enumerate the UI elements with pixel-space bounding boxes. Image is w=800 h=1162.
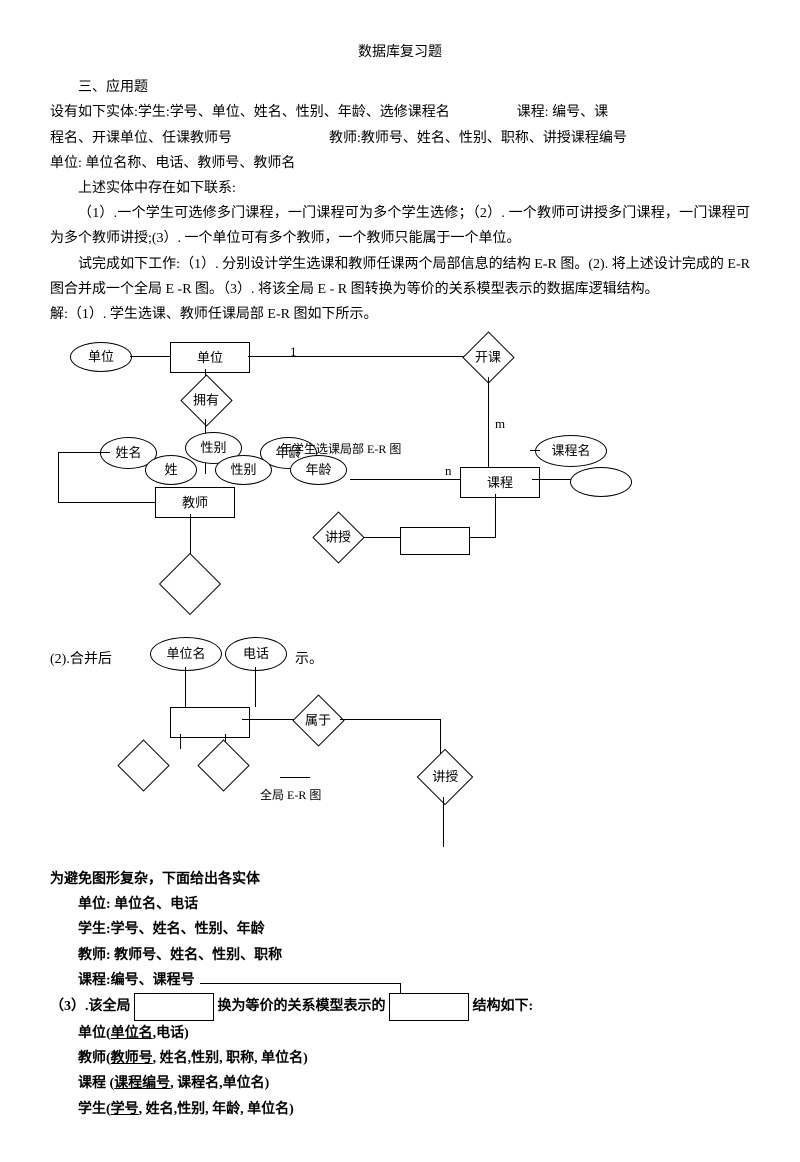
connector [80,452,110,453]
attr-phone: 电话 [225,637,287,671]
attr-unitname: 单位名 [150,637,222,671]
relationship-teach: 讲授 [417,749,474,806]
diagram-caption-2: 全局 E-R 图 [260,785,321,807]
entity-teacher: 教师 [155,487,235,518]
relationship-blank [159,553,221,615]
blank-rect [400,527,470,555]
attr-teacher: 教师: 教师号、姓名、性别、职称 [50,943,750,968]
paragraph-6a: (2).合并后 [50,652,112,667]
connector [242,719,297,720]
relationship-teach: 讲授 [312,511,364,563]
relationship-belong: 属于 [292,694,344,746]
paragraph-1-line1: 设有如下实体:学生:学号、单位、姓名、性别、年龄、选修课程名 课程: 编号、课 [50,100,750,125]
blank-rect [170,707,250,738]
rel-unit: 单位(单位名,电话) [50,1021,750,1046]
relationship-blank [117,739,169,791]
cardinality-m: m [495,412,505,435]
connector [495,524,496,538]
relation-list: 单位(单位名,电话) 教师(教师号, 姓名,性别, 职称, 单位名) 课程 (课… [50,1021,750,1122]
paragraph-2: 上述实体中存在如下联系: [50,176,750,201]
paragraph-1-line3: 单位: 单位名称、电话、教师号、教师名 [50,151,750,176]
connector [200,983,400,984]
entity-unit-ellipse: 单位 [70,342,132,372]
paragraph-4: 试完成如下工作:（1）. 分别设计学生选课和教师任课两个局部信息的结构 E-R … [50,252,750,302]
attr-unit: 单位: 单位名、电话 [50,892,750,917]
paragraph-3: （1）.一个学生可选修多门课程，一门课程可为多个学生选修；（2）. 一个教师可讲… [50,201,750,251]
paragraph-5: 解:（1）. 学生选课、教师任课局部 E-R 图如下所示。 [50,302,750,327]
relationship-open: 开课 [462,331,514,383]
cardinality-1: 1 [290,340,297,363]
connector [180,734,181,749]
attr-age2: 年龄 [290,455,347,485]
connector [340,719,440,720]
rel-course: 课程 (课程编号, 课程名,单位名) [50,1071,750,1096]
connector [350,479,460,480]
attr-sex2: 性别 [215,455,272,485]
connector [185,667,186,707]
attr-blank [570,467,632,497]
attr-name2: 姓 [145,455,197,485]
connector [255,667,256,707]
relationship-own: 拥有 [180,374,232,426]
connector [488,377,489,477]
text: 程名、开课单位、任课教师号 [50,131,232,146]
rel-student: 学生(学号, 姓名,性别, 年龄, 单位名) [50,1097,750,1122]
connector [58,452,83,453]
paragraph-8: （3）.该全局 换为等价的关系模型表示的 结构如下: [50,993,750,1021]
section-heading: 三、应用题 [50,75,750,100]
diagram-caption: 年学生选课局部 E-R 图 [280,439,401,461]
entity-course: 课程 [460,467,540,498]
attribute-list: 单位: 单位名、电话 学生:学号、姓名、性别、年龄 教师: 教师号、姓名、性别、… [50,892,750,993]
relationship-blank [197,739,249,791]
er-diagram-2: 属于 讲授 全局 E-R 图 [50,697,750,857]
rel-teacher: 教师(教师号, 姓名,性别, 职称, 单位名) [50,1046,750,1071]
page-title: 数据库复习题 [50,40,750,65]
text: 教师:教师号、姓名、性别、职称、讲授课程编号 [329,131,627,146]
connector [532,479,572,480]
attr-student: 学生:学号、姓名、性别、年龄 [50,917,750,942]
connector [400,983,401,993]
connector [530,450,540,451]
text: 课程: 编号、课 [517,105,608,120]
connector [248,356,478,357]
connector [280,777,310,778]
connector [443,797,444,847]
er-diagram-1: 单位 单位 1 开课 m 拥有 姓名 性别 年龄 m 年学生选课局部 E-R 图… [50,337,750,637]
paragraph-1-line2: 程名、开课单位、任课教师号 教师:教师号、姓名、性别、职称、讲授课程编号 [50,126,750,151]
connector [130,356,170,357]
connector [58,452,59,502]
text: 设有如下实体:学生:学号、单位、姓名、性别、年龄、选修课程名 [50,105,450,120]
attr-coursename: 课程名 [535,435,607,467]
connector [58,502,155,503]
paragraph-7: 为避免图形复杂，下面给出各实体 [50,867,750,892]
cardinality-n: n [445,459,452,482]
paragraph-6b: 示。 [295,647,323,672]
connector [495,494,496,524]
entity-unit-rect: 单位 [170,342,250,373]
